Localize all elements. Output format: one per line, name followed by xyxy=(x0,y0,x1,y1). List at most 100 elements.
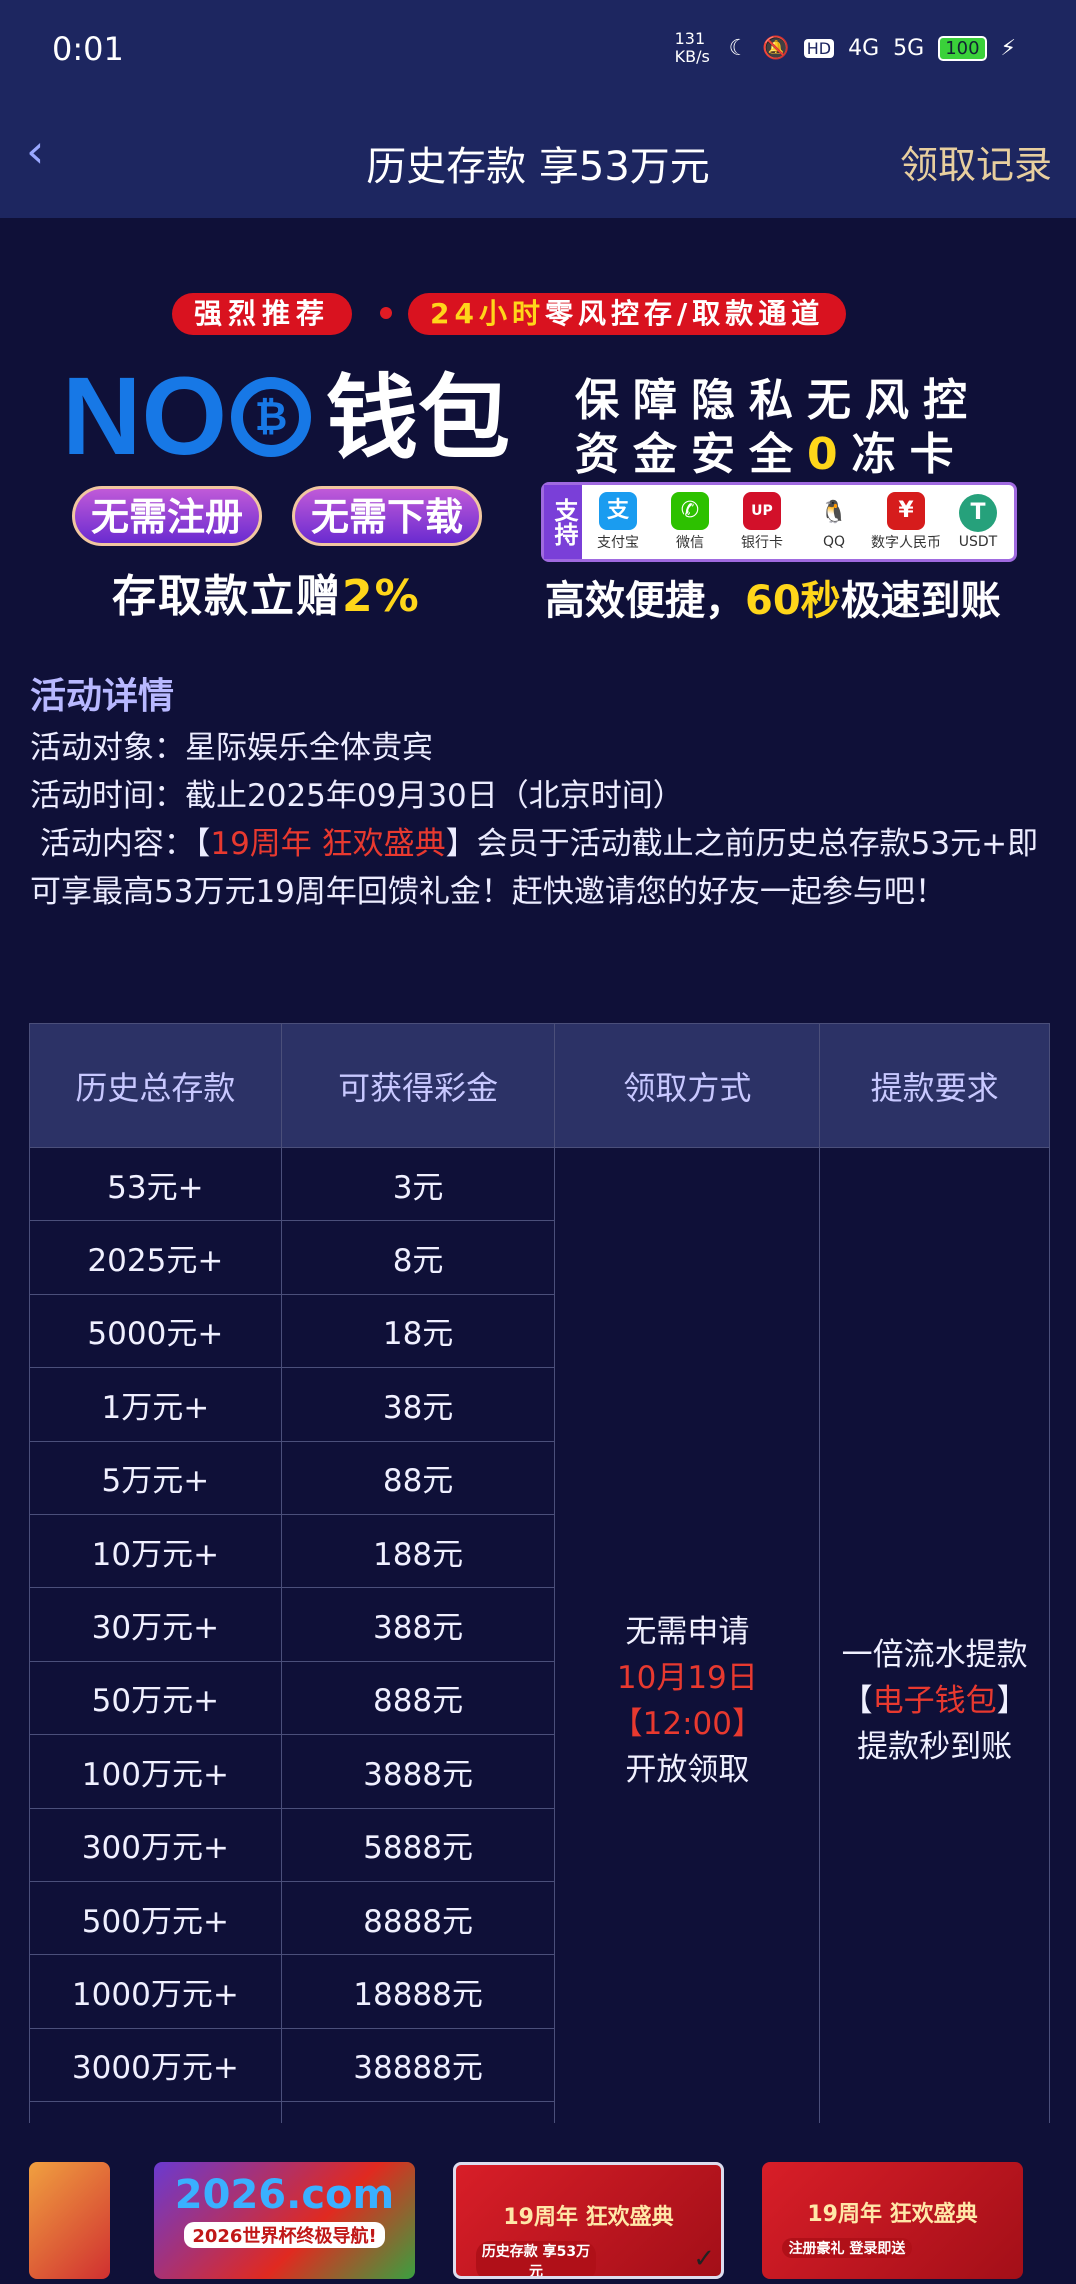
alipay-icon: 支 xyxy=(599,492,637,530)
bracket: 】 xyxy=(996,1683,1028,1720)
table-row: 2025元+ 8元 xyxy=(29,1220,1050,1295)
deposit-cell: 2025元+ xyxy=(29,1220,282,1295)
no-download-pill: 无需下载 xyxy=(292,486,483,546)
withdraw-requirement-cell: 一倍流水提款 【电子钱包】提款秒到账 xyxy=(819,1146,1050,2176)
reward-table: 历史总存款 可获得彩金 领取方式 提款要求 53元+ 3元 无需申请 10月19日 【1… xyxy=(29,1023,1050,2176)
bonus-cell: 38元 xyxy=(280,1367,556,1442)
payment-alipay: 支支付宝 xyxy=(582,492,654,552)
bonus-cell: 18元 xyxy=(280,1293,556,1369)
bonus-cell: 3888元 xyxy=(280,1734,556,1809)
bonus-cell: 888元 xyxy=(280,1660,556,1736)
channel-pill: 24小时零风控存/取款通道 xyxy=(408,293,847,335)
bonus-cell: 5888元 xyxy=(280,1807,556,1882)
signal-4g-icon: 4G xyxy=(848,35,880,61)
battery-icon: 100 xyxy=(938,35,987,61)
payment-ecny: ¥ 数字人民币 xyxy=(870,492,942,552)
slogan-zero: 0 xyxy=(807,429,852,480)
withdraw-line3: 提款秒到账 xyxy=(857,1729,1013,1766)
deposit-cell: 100万元+ xyxy=(29,1734,282,1809)
brand-no: NO xyxy=(62,355,227,478)
signal-5g-icon: 5G xyxy=(893,35,925,61)
deposit-cell: 53元+ xyxy=(29,1146,282,1222)
claim-date: 10月19日 xyxy=(616,1660,758,1697)
activity-details: 活动详情 活动对象：星际娱乐全体贵宾 活动时间：截止2025年09月30日（北京… xyxy=(30,670,1050,916)
claim-line1: 无需申请 xyxy=(625,1614,750,1651)
ecny-icon: ¥ xyxy=(887,492,925,530)
deposit-cell: 500万元+ xyxy=(29,1880,282,1956)
wechat-icon: ✆ xyxy=(671,492,709,530)
brand-logo: NO ₿ xyxy=(62,362,311,472)
fast-prefix: 高效便捷， xyxy=(545,578,745,624)
header-deposit: 历史总存款 xyxy=(29,1023,282,1148)
content-highlight: 19周年 狂欢盛典 xyxy=(210,826,446,862)
thumbnail-worldcup[interactable]: 2026.com 2026世界杯终极导航! xyxy=(154,2162,415,2279)
label: QQ xyxy=(822,534,846,550)
channel-text: 零风控存/取款通道 xyxy=(544,297,825,330)
payment-usdt: T USDT xyxy=(942,494,1014,550)
label: USDT xyxy=(958,534,998,550)
dot xyxy=(380,307,392,319)
label: 数字人民币 xyxy=(871,535,941,551)
thumb-title: 19周年 狂欢盛典 xyxy=(503,2205,674,2230)
table-row: 5万元+ 88元 xyxy=(29,1440,1050,1515)
label: 银行卡 xyxy=(741,535,783,551)
unionpay-icon: UP xyxy=(743,492,781,530)
thumb-title: 19周年 狂欢盛典 xyxy=(807,2202,978,2227)
claim-records-link[interactable]: 领取记录 xyxy=(899,143,1052,187)
no-register-pill: 无需注册 xyxy=(72,486,263,546)
bonus-cell: 8元 xyxy=(280,1220,556,1295)
channel-hl: 24小时 xyxy=(430,297,545,330)
slogan-2b: 冻卡 xyxy=(851,429,968,480)
deposit-cell: 50万元+ xyxy=(29,1660,282,1736)
deposit-cell: 5000元+ xyxy=(29,1293,282,1369)
table-row: 5000元+ 18元 xyxy=(29,1293,1050,1369)
thumb-sub: 注册豪礼 登录即送 xyxy=(782,2238,912,2258)
deposit-cell: 10万元+ xyxy=(29,1513,282,1589)
thumbnail-history-deposit[interactable]: 19周年 狂欢盛典 历史存款 享53万元 ✓ xyxy=(453,2162,724,2279)
thumb-sub: 2026世界杯终极导航! xyxy=(184,2222,385,2248)
table-row: 53元+ 3元 无需申请 10月19日 【12:00】 开放领取 一倍流水提款 【电子钱包】提… xyxy=(29,1146,1050,2176)
recommend-pill: 强烈推荐 xyxy=(172,293,353,335)
status-time: 0:01 xyxy=(52,30,124,68)
page-title: 历史存款 享53万元 xyxy=(366,144,710,190)
payment-unionpay: UP 银行卡 xyxy=(726,492,798,552)
withdraw-line1: 一倍流水提款 xyxy=(841,1637,1028,1674)
withdraw-wallet: 电子钱包 xyxy=(872,1683,997,1720)
deposit-cell: 1000万元+ xyxy=(29,1954,282,2029)
network-speed: 131 KB/s xyxy=(674,29,710,66)
thumb-title: 2026.com xyxy=(174,2172,395,2218)
header-withdraw: 提款要求 xyxy=(819,1023,1050,1148)
content-prefix: 活动内容：【 xyxy=(30,826,211,862)
bonus-cell: 88元 xyxy=(280,1440,556,1515)
details-content: 活动内容：【19周年 狂欢盛典】会员于活动截止之前历史总存款53元+即可享最高5… xyxy=(30,820,1050,916)
deposit-cell: 3000万元+ xyxy=(29,2027,282,2103)
table-row: 3000万元+ 38888元 xyxy=(29,2027,1050,2103)
fast-hl: 60秒 xyxy=(745,578,841,624)
moon-icon: ☾ xyxy=(728,35,749,61)
slogan-2: 资金安全0冻卡 xyxy=(575,418,968,482)
deposit-cell: 30万元+ xyxy=(29,1587,282,1662)
thumbnail-wheel[interactable] xyxy=(29,2162,110,2279)
label: 支付宝 xyxy=(597,535,639,551)
brand-wallet: 钱包 xyxy=(326,365,511,472)
deposit-cell: 5万元+ xyxy=(29,1440,282,1515)
header-bonus: 可获得彩金 xyxy=(280,1023,556,1148)
check-icon: ✓ xyxy=(693,2244,715,2274)
payment-methods: 支持 支支付宝 ✆ 微信 UP 银行卡 🐧 QQ ¥ 数字人民币 T USDT xyxy=(541,482,1017,562)
thumbnail-register-gift[interactable]: 19周年 狂欢盛典注册豪礼 登录即送 xyxy=(762,2162,1023,2279)
bonus-cell: 188元 xyxy=(280,1513,556,1589)
fast-text: 高效便捷，60秒极速到账 xyxy=(545,568,1001,626)
claim-method-cell: 无需申请 10月19日 【12:00】 开放领取 xyxy=(554,1146,821,2176)
back-button[interactable]: ‹ xyxy=(26,124,45,178)
bracket: 【 xyxy=(841,1683,873,1720)
slogan-1: 保障隐私无风控 xyxy=(575,375,981,426)
bonus-prefix: 存取款立赠 xyxy=(112,571,342,622)
label: 微信 xyxy=(676,535,704,551)
deposit-cell: 1万元+ xyxy=(29,1367,282,1442)
charging-icon: ⚡ xyxy=(1000,35,1016,61)
top-bar: 0:01 131 KB/s ☾ 🔕 HD 4G 5G 100 ⚡ ‹ 历史存款 … xyxy=(0,0,1076,218)
bitcoin-icon: ₿ xyxy=(231,377,311,457)
payment-qq: 🐧 QQ xyxy=(798,494,870,550)
details-time: 活动时间：截止2025年09月30日（北京时间） xyxy=(30,778,684,814)
table-row: 1000万元+ 18888元 xyxy=(29,1954,1050,2029)
